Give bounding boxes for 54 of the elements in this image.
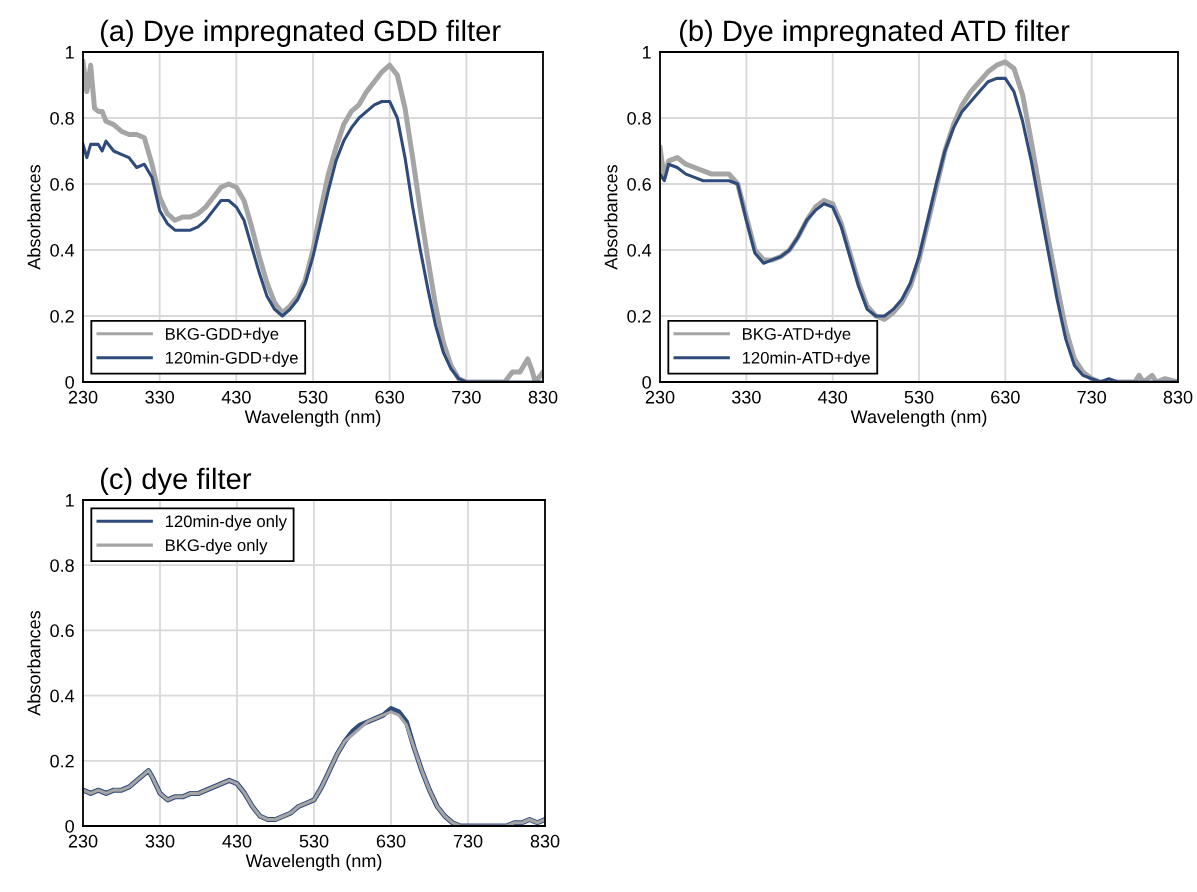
x-tick-label: 630 [375,390,405,404]
y-tick-label: 0.6 [627,177,651,191]
legend-label: BKG-dye only [166,538,268,555]
y-tick-label: 0.8 [50,559,74,572]
x-tick-label: 730 [452,390,481,404]
x-tick-label: 830 [1163,390,1193,404]
y-tick-label: 1 [66,494,74,507]
y-tick-label: 0.8 [627,111,651,125]
x-tick-label: 730 [1077,390,1107,404]
x-tick-label: 230 [645,390,675,404]
x-tick-label: 430 [221,390,251,404]
y-tick-label: 0.8 [50,111,74,125]
y-tick-label: 0.4 [50,243,75,257]
legend-label: 120min-ATD+dye [742,351,870,367]
x-tick-label: 830 [528,390,558,404]
chart-title: (c) dye filter [100,467,252,495]
y-axis-title: Absorbances [604,164,618,270]
x-tick-label: 330 [145,390,175,404]
x-tick-label: 230 [68,834,98,848]
y-tick-label: 0 [65,375,74,389]
y-tick-label: 1 [643,46,651,59]
x-tick-label: 730 [453,834,483,848]
x-tick-label: 830 [530,834,560,848]
chart-title: (b) Dye impregnated ATD filter [679,19,1070,47]
y-tick-label: 0 [642,375,651,389]
y-tick-label: 0.2 [50,754,74,768]
legend-label: BKG-ATD+dye [743,327,851,344]
y-axis-title: Absorbances [27,610,41,716]
x-tick-label: 430 [818,390,848,404]
y-tick-label: 0.4 [627,243,652,257]
legend-label: 120min-GDD+dye [165,351,298,367]
x-tick-label: 630 [991,390,1020,404]
x-tick-label: 530 [904,390,934,404]
x-tick-label: 330 [145,834,175,848]
x-axis-title: Wavelength (nm) [245,853,382,871]
x-axis-title: Wavelength (nm) [244,409,381,427]
x-tick-label: 230 [68,390,98,404]
y-tick-label: 0.6 [50,177,74,191]
x-tick-label: 530 [299,834,329,848]
y-axis-title: Absorbances [27,164,41,270]
x-tick-label: 530 [298,390,328,404]
legend-label: BKG-GDD+dye [166,327,279,344]
legend-label: 120min-dye only [165,515,287,531]
y-tick-label: 0.4 [50,689,75,703]
y-tick-label: 0.6 [50,624,74,638]
x-tick-label: 630 [376,834,406,848]
y-tick-label: 0 [65,819,74,833]
chart-title: (a) Dye impregnated GDD filter [100,19,501,47]
y-tick-label: 0.2 [627,309,651,323]
x-axis-title: Wavelength (nm) [850,409,987,427]
x-tick-label: 330 [731,390,761,404]
y-tick-label: 1 [66,46,74,59]
x-tick-label: 430 [222,834,252,848]
y-tick-label: 0.2 [50,309,74,323]
